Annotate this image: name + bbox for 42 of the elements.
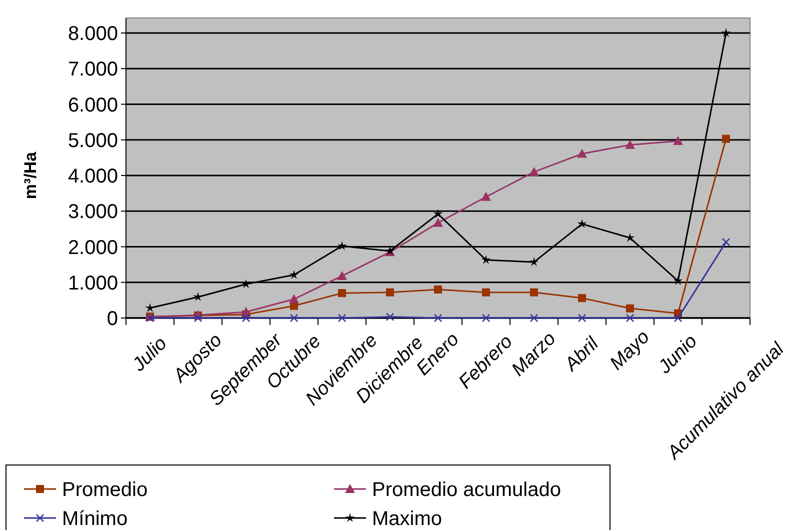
point bbox=[434, 286, 442, 294]
point bbox=[721, 28, 731, 38]
point bbox=[577, 148, 587, 158]
y-tick-label: 4.000 bbox=[68, 166, 118, 188]
point bbox=[722, 134, 730, 143]
y-tick-label: 3.000 bbox=[68, 201, 118, 224]
point bbox=[625, 140, 635, 149]
point bbox=[433, 208, 443, 218]
x-tick-label: Julio bbox=[128, 333, 172, 376]
y-tick-label: 8.000 bbox=[68, 23, 118, 45]
point bbox=[482, 288, 490, 296]
y-axis-title: m³/Ha bbox=[21, 151, 40, 200]
point bbox=[481, 192, 491, 201]
point bbox=[530, 288, 538, 296]
point bbox=[481, 254, 491, 264]
legend-label: Promedio bbox=[62, 479, 148, 501]
y-tick-label: 2.000 bbox=[68, 236, 118, 259]
y-tick-label: 7.000 bbox=[68, 58, 118, 81]
point bbox=[722, 238, 730, 246]
point bbox=[529, 257, 539, 266]
point bbox=[578, 294, 586, 302]
y-tick-label: 0 bbox=[106, 308, 118, 330]
point bbox=[577, 218, 587, 228]
point bbox=[193, 292, 203, 302]
y-tick-label: 1.000 bbox=[68, 272, 118, 294]
legend-label: Mínimo bbox=[62, 508, 128, 530]
point bbox=[433, 218, 443, 227]
point bbox=[673, 276, 683, 285]
point bbox=[673, 136, 683, 145]
point bbox=[289, 270, 299, 279]
y-tick-label: 5.000 bbox=[68, 130, 118, 152]
point bbox=[529, 166, 539, 176]
point bbox=[386, 288, 394, 296]
point bbox=[338, 289, 346, 298]
legend-label: Promedio acumulado bbox=[372, 479, 561, 501]
point bbox=[625, 232, 635, 242]
point bbox=[337, 241, 347, 250]
point bbox=[289, 294, 299, 304]
y-tick-label: 6.000 bbox=[68, 94, 118, 116]
legend-label: Maximo bbox=[372, 508, 442, 530]
point bbox=[626, 304, 634, 312]
point bbox=[337, 270, 347, 280]
